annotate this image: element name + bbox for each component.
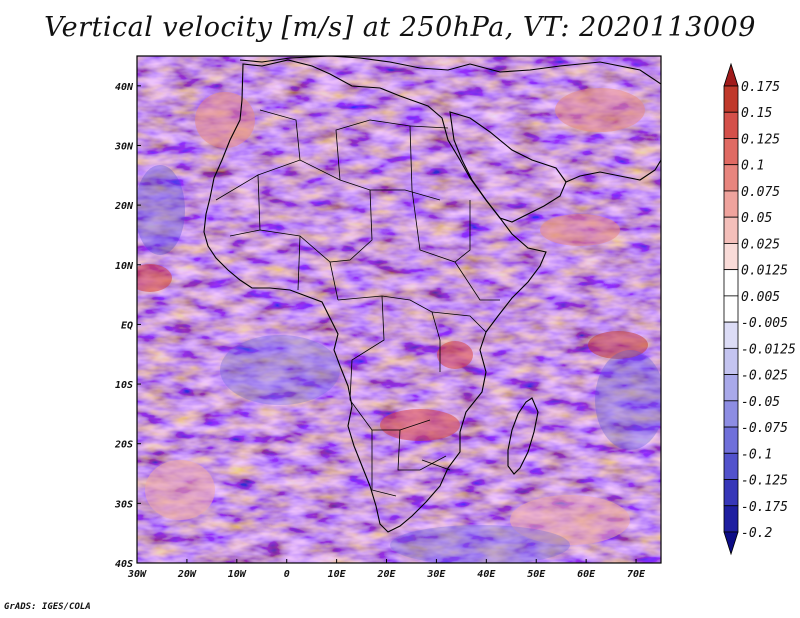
colorbar-label: -0.025 bbox=[741, 369, 788, 384]
coastlines bbox=[203, 56, 661, 533]
y-tick-label: 30N bbox=[114, 141, 134, 152]
y-tick-label: EQ bbox=[121, 320, 133, 331]
x-tick-label: 10E bbox=[328, 569, 347, 580]
colorbar-box bbox=[723, 295, 739, 323]
y-tick-label: 40S bbox=[115, 559, 133, 570]
x-tick-label: 30W bbox=[127, 569, 147, 580]
colorbar-label: 0.125 bbox=[741, 132, 780, 147]
x-tick-label: 0 bbox=[284, 569, 290, 580]
colorbar-label: -0.125 bbox=[741, 474, 788, 489]
y-tick-label: 40N bbox=[115, 82, 134, 93]
colorbar-box bbox=[723, 374, 739, 402]
colorbar-label: -0.075 bbox=[741, 421, 788, 436]
colorbar-box bbox=[723, 216, 739, 244]
colorbar-top-triangle bbox=[723, 62, 739, 87]
colorbar-label: -0.05 bbox=[741, 395, 780, 410]
x-tick-label: 20E bbox=[376, 569, 396, 580]
colorbar-box bbox=[723, 400, 739, 428]
colorbar-label: 0.025 bbox=[741, 237, 780, 252]
y-tick-label: 10N bbox=[115, 261, 134, 272]
colorbar-label: 0.05 bbox=[741, 211, 772, 226]
x-tick-label: 10W bbox=[228, 569, 247, 580]
x-tick-label: 50E bbox=[527, 569, 546, 580]
colorbar-bottom-triangle bbox=[723, 531, 739, 556]
colorbar-box bbox=[723, 164, 739, 192]
colorbar-box bbox=[723, 479, 739, 507]
y-tick-label: 10S bbox=[115, 380, 133, 391]
grads-credit: GrADS: IGES/COLA bbox=[4, 602, 91, 612]
colorbar-label: -0.1 bbox=[741, 447, 772, 462]
x-tick-label: 60E bbox=[577, 569, 596, 580]
colorbar-box bbox=[723, 243, 739, 271]
colorbar-label: 0.175 bbox=[741, 80, 780, 95]
colorbar-box bbox=[723, 138, 739, 166]
colorbar-label: -0.175 bbox=[741, 500, 788, 515]
x-tick-label: 40E bbox=[477, 569, 496, 580]
colorbar-box bbox=[723, 426, 739, 454]
chart-title: Vertical velocity [m/s] at 250hPa, VT: 2… bbox=[44, 12, 756, 43]
x-tick-label: 70E bbox=[627, 569, 646, 580]
y-tick-label: 30S bbox=[114, 499, 133, 510]
colorbar-box bbox=[723, 85, 739, 113]
colorbar-label: 0.15 bbox=[741, 106, 772, 121]
colorbar-box bbox=[723, 190, 739, 218]
colorbar-label: 0.0125 bbox=[741, 264, 788, 279]
plot-frame bbox=[136, 55, 662, 564]
y-axis: 40N 30N 20N 10N EQ 10S 20S 30S 40S bbox=[114, 82, 141, 570]
colorbar-box bbox=[723, 269, 739, 297]
colorbar-label: -0.005 bbox=[741, 316, 788, 331]
colorbar-box bbox=[723, 321, 739, 349]
x-tick-label: 30E bbox=[426, 569, 446, 580]
colorbar-label: 0.005 bbox=[741, 290, 780, 305]
colorbar-label: 0.1 bbox=[741, 159, 764, 174]
colorbar-box bbox=[723, 111, 739, 139]
country-borders bbox=[215, 109, 500, 497]
colorbar-box bbox=[723, 347, 739, 375]
colorbar-label: -0.2 bbox=[741, 526, 772, 541]
colorbar-box bbox=[723, 505, 739, 533]
colorbar-label: -0.0125 bbox=[741, 342, 796, 357]
y-tick-label: 20S bbox=[114, 440, 133, 451]
colorbar: 0.175 0.15 0.125 0.1 0.075 0.05 0.025 0.0125 0.0… bbox=[723, 62, 796, 556]
x-axis: 30W 20W 10W 0 10E 20E 30E 40E 50E 60E 70E bbox=[127, 559, 646, 580]
colorbar-box bbox=[723, 452, 739, 480]
plot-area bbox=[137, 56, 661, 563]
y-tick-label: 20N bbox=[114, 201, 134, 212]
colorbar-label: 0.075 bbox=[741, 185, 780, 200]
x-tick-label: 20W bbox=[177, 569, 197, 580]
